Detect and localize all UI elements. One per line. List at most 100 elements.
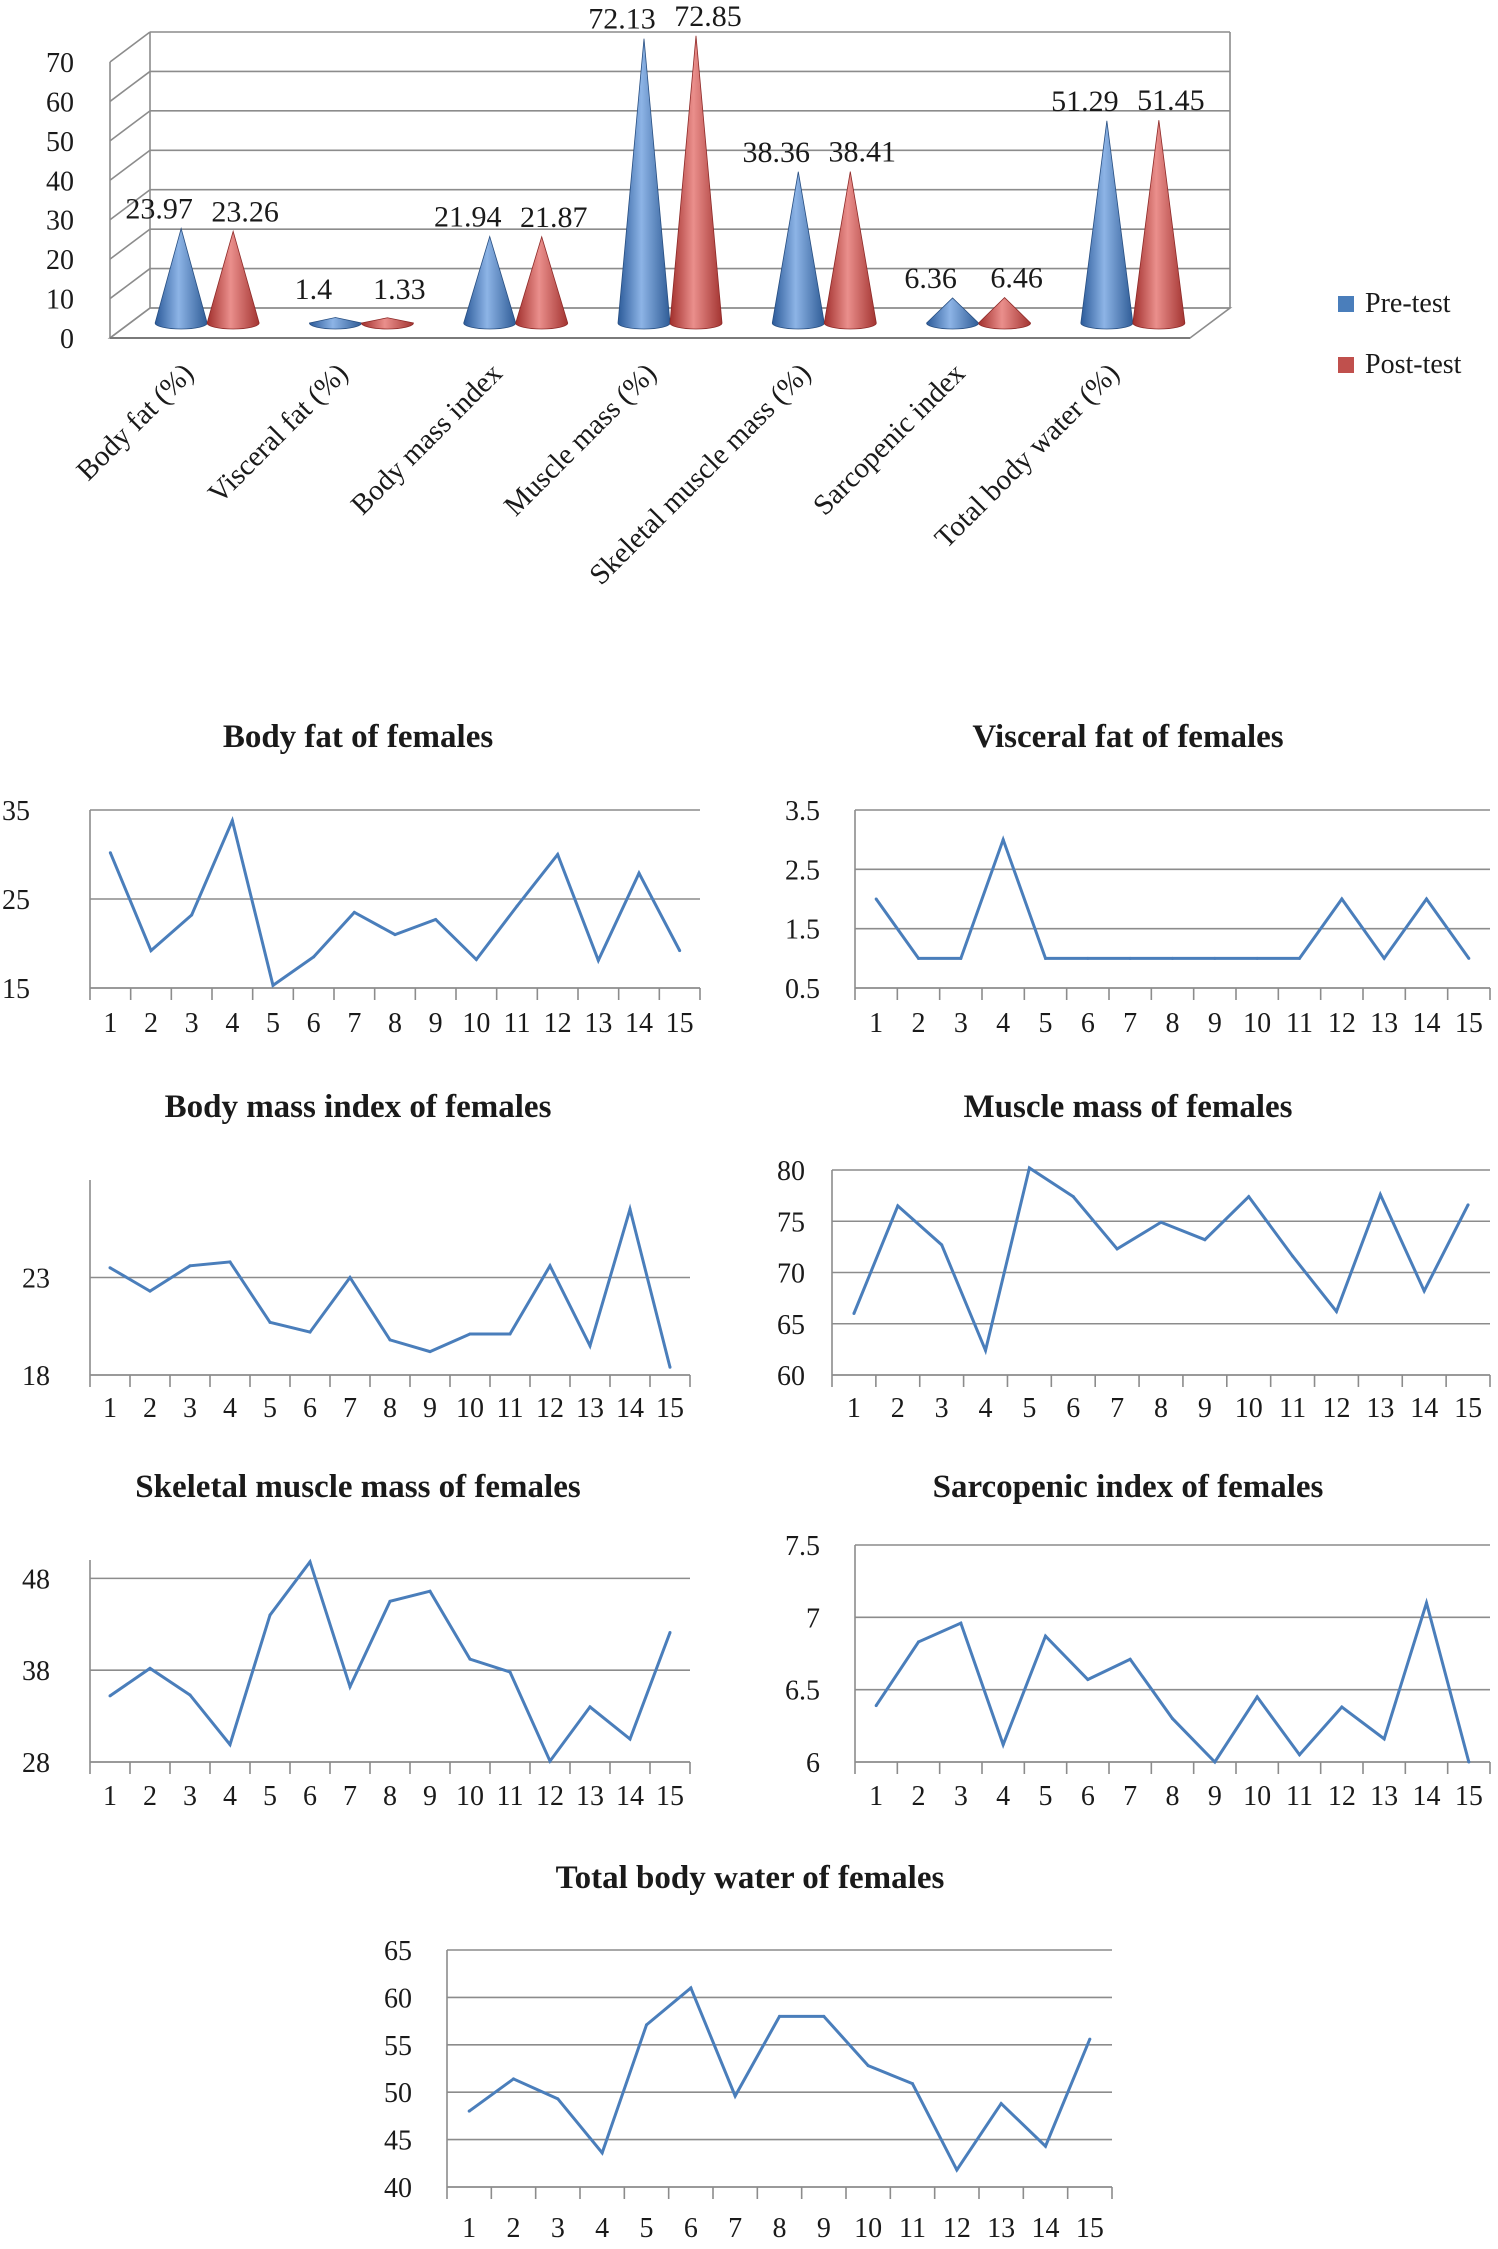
x-tick-label: 14 <box>1413 1781 1441 1812</box>
series-line <box>874 835 1471 961</box>
data-label: 51.29 <box>1051 85 1119 118</box>
x-tick-label: 5 <box>266 1008 280 1039</box>
x-tick-label: 13 <box>1370 1781 1398 1812</box>
x-tick-label: 15 <box>666 1008 694 1039</box>
x-tick-label: 3 <box>954 1008 968 1039</box>
x-tick-label: 11 <box>497 1393 524 1424</box>
x-tick-label: 6 <box>1066 1393 1080 1424</box>
x-tick-label: 12 <box>1328 1781 1356 1812</box>
x-tick-label: 7 <box>728 2213 742 2244</box>
data-point <box>822 2014 826 2018</box>
x-tick-label: 15 <box>1455 1781 1483 1812</box>
x-tick-label: 3 <box>551 2213 565 2244</box>
data-point <box>1425 1601 1428 1605</box>
x-tick-label: 10 <box>462 1008 490 1039</box>
data-point <box>1213 956 1217 960</box>
cone-pre <box>154 226 208 330</box>
x-tick-label: 14 <box>616 1781 644 1812</box>
data-point <box>508 1670 512 1674</box>
series-line <box>109 1558 672 1765</box>
x-tick-label: 2 <box>143 1393 157 1424</box>
data-point <box>588 1344 592 1348</box>
data-point <box>467 2109 471 2113</box>
chart-title: Total body water of females <box>556 1860 945 1896</box>
x-tick-label: 6 <box>1081 1781 1095 1812</box>
x-tick-label: 9 <box>1208 1008 1222 1039</box>
cone-pre <box>1080 120 1134 330</box>
x-tick-label: 3 <box>935 1393 949 1424</box>
data-point <box>1382 1737 1386 1741</box>
x-tick-label: 10 <box>1243 1781 1271 1812</box>
x-tick-label: 13 <box>576 1781 604 1812</box>
x-tick-label: 1 <box>869 1781 883 1812</box>
x-tick-label: 11 <box>899 2213 926 2244</box>
x-tick-label: 8 <box>388 1008 402 1039</box>
x-tick-label: 2 <box>507 2213 521 2244</box>
data-point <box>940 1243 944 1247</box>
data-point <box>628 1737 632 1741</box>
legend-swatch <box>1338 296 1354 312</box>
data-point <box>190 913 194 917</box>
data-point <box>108 1694 112 1698</box>
chart-title: Sarcopenic index of females <box>933 1469 1324 1505</box>
data-point <box>1171 1717 1174 1721</box>
data-point <box>596 958 600 962</box>
data-point <box>1334 1309 1338 1313</box>
data-point <box>733 2094 737 2098</box>
category-label: Visceral fat (%) <box>202 357 354 509</box>
data-point <box>388 1599 392 1603</box>
x-tick-label: 11 <box>1286 1008 1313 1039</box>
x-tick-label: 9 <box>429 1008 443 1039</box>
data-label: 23.97 <box>125 192 193 225</box>
data-point <box>1467 1760 1471 1764</box>
category-label: Sarcopenic index <box>807 357 972 522</box>
data-point <box>1425 897 1428 901</box>
x-tick-label: 10 <box>854 2213 882 2244</box>
data-point <box>628 1207 632 1211</box>
y-tick-label: 60 <box>777 1361 805 1392</box>
gridline-side <box>109 228 151 260</box>
y-tick-label: 30 <box>46 206 74 237</box>
line-chart-7: Total body water of females 40 45 50 55 60 65 1… <box>384 1860 1113 2244</box>
data-point <box>1128 1657 1132 1661</box>
x-tick-label: 10 <box>456 1393 484 1424</box>
cone-pre <box>309 317 362 330</box>
x-tick-label: 1 <box>847 1393 861 1424</box>
data-point <box>512 2077 515 2081</box>
y-tick-label: 6.5 <box>785 1676 820 1707</box>
cone-post <box>669 35 723 330</box>
data-point <box>1071 1195 1075 1199</box>
data-point <box>1291 1254 1295 1258</box>
x-tick-label: 9 <box>423 1781 437 1812</box>
y-tick-label: 18 <box>22 1361 50 1392</box>
x-tick-label: 5 <box>640 2213 654 2244</box>
x-tick-label: 11 <box>1286 1781 1313 1812</box>
data-point <box>148 1666 152 1670</box>
data-point <box>689 1986 693 1990</box>
data-point <box>230 819 234 823</box>
data-point <box>896 1204 900 1208</box>
data-point <box>428 1589 432 1593</box>
data-point <box>271 983 275 987</box>
x-tick-label: 10 <box>1235 1393 1263 1424</box>
data-point <box>1086 1678 1090 1682</box>
x-tick-label: 7 <box>1110 1393 1124 1424</box>
x-tick-label: 14 <box>1032 2213 1060 2244</box>
x-tick-label: 9 <box>1208 1781 1222 1812</box>
data-point <box>548 1264 552 1268</box>
data-point <box>866 2064 870 2068</box>
cone-post <box>206 229 260 330</box>
x-tick-label: 15 <box>1076 2213 1104 2244</box>
cone-post <box>515 235 569 330</box>
x-tick-label: 7 <box>343 1393 357 1424</box>
cone-pre <box>463 235 517 330</box>
data-point <box>548 1759 552 1763</box>
data-point <box>852 1312 856 1315</box>
data-point <box>1088 2037 1092 2041</box>
x-tick-label: 12 <box>536 1393 564 1424</box>
x-tick-label: 4 <box>996 1008 1010 1039</box>
data-label: 1.33 <box>373 273 426 306</box>
x-tick-label: 2 <box>143 1781 157 1812</box>
data-point <box>1044 1634 1047 1638</box>
